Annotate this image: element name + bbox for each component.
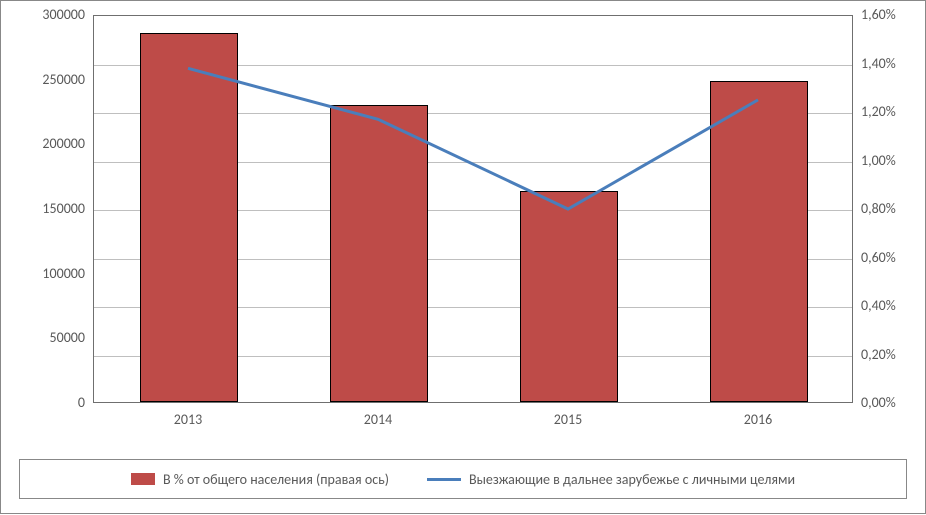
y2-tick-label: 0,60% (861, 249, 921, 266)
plot-area (93, 15, 853, 403)
bar (710, 81, 809, 402)
legend-item-bar: В % от общего населения (правая ось) (131, 471, 389, 488)
legend-item-line: Выезжающие в дальнее зарубежье с личными… (427, 471, 795, 488)
y2-tick-label: 1,40% (861, 55, 921, 72)
y1-tick-label: 0 (15, 394, 85, 411)
legend-label-line: Выезжающие в дальнее зарубежье с личными… (469, 471, 795, 488)
y1-tick-label: 100000 (15, 265, 85, 282)
x-tick-label: 2014 (364, 411, 392, 428)
chart-container: В % от общего населения (правая ось) Вые… (0, 0, 926, 514)
x-tick-label: 2013 (174, 411, 202, 428)
y2-tick-label: 1,60% (861, 6, 921, 23)
y2-tick-label: 0,00% (861, 394, 921, 411)
legend-swatch-line (427, 478, 461, 481)
bar (140, 33, 239, 402)
x-tick-label: 2016 (744, 411, 772, 428)
y1-tick-label: 200000 (15, 135, 85, 152)
bar (330, 105, 429, 402)
y1-tick-label: 50000 (15, 329, 85, 346)
y2-tick-label: 0,40% (861, 297, 921, 314)
legend-swatch-bar (131, 473, 155, 485)
y2-tick-label: 0,20% (861, 346, 921, 363)
y2-tick-label: 0,80% (861, 200, 921, 217)
legend: В % от общего населения (правая ось) Вые… (19, 459, 907, 499)
y1-tick-label: 150000 (15, 200, 85, 217)
y2-tick-label: 1,00% (861, 152, 921, 169)
y2-tick-label: 1,20% (861, 103, 921, 120)
bar (520, 191, 619, 402)
x-tick-label: 2015 (554, 411, 582, 428)
y1-tick-label: 250000 (15, 71, 85, 88)
legend-label-bar: В % от общего населения (правая ось) (163, 471, 389, 488)
y1-tick-label: 300000 (15, 6, 85, 23)
